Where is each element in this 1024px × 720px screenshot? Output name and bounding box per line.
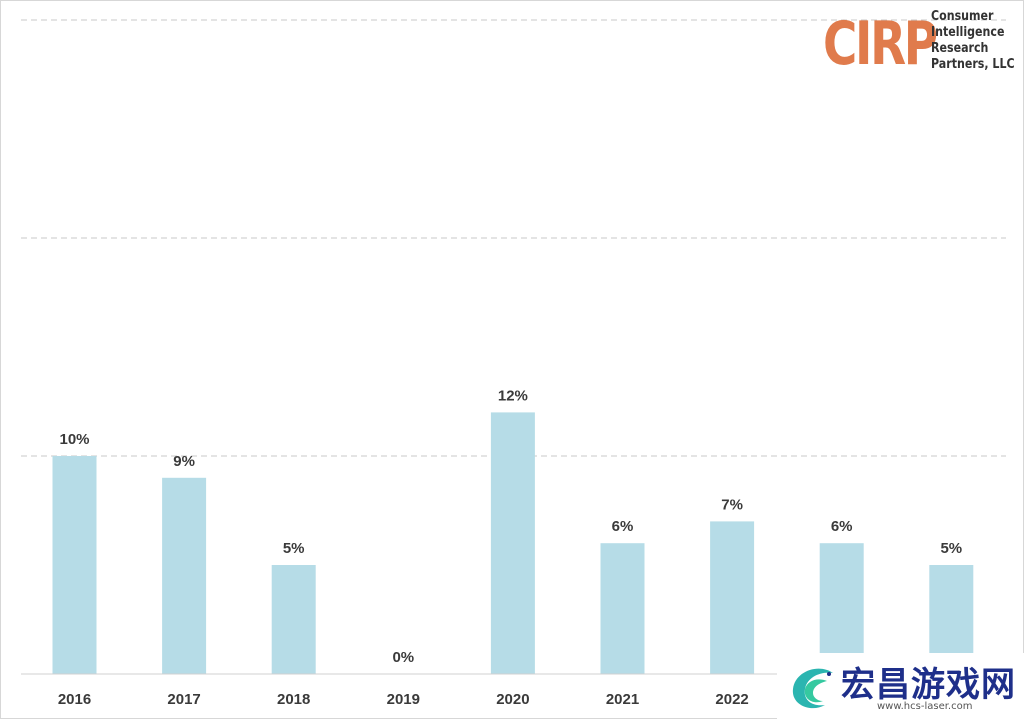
value-label-2023: 6%	[831, 518, 853, 535]
tick-label-2018: 2018	[277, 691, 310, 708]
tick-label-2017: 2017	[167, 691, 200, 708]
cirp-logo-mark: CIRP	[823, 9, 938, 79]
value-label-2024: 5%	[940, 540, 962, 557]
tick-label-2019: 2019	[387, 691, 420, 708]
bar-2021	[600, 543, 645, 674]
logo-line: Research	[931, 41, 989, 56]
logo-line: Intelligence	[931, 25, 1005, 40]
tick-label-2021: 2021	[606, 691, 639, 708]
bar-2020	[490, 412, 535, 674]
watermark-url: www.hcs-laser.com	[877, 701, 973, 712]
x-tick-labels: 2016 2017 2018 2019 2020 2021 2022	[58, 691, 749, 708]
value-label-2017: 9%	[173, 453, 195, 470]
tick-label-2022: 2022	[715, 691, 748, 708]
watermark-title: 宏昌游戏网	[841, 665, 1016, 705]
tick-label-2016: 2016	[58, 691, 91, 708]
value-label-2021: 6%	[612, 518, 634, 535]
watermark-overlay: 宏昌游戏网 www.hcs-laser.com	[777, 653, 1024, 720]
value-label-2020: 12%	[498, 387, 528, 404]
dragon-emblem-icon	[792, 668, 833, 709]
cirp-logo: CIRP Consumer Intelligence Research Part…	[823, 7, 1019, 85]
bar-2017	[162, 477, 207, 674]
value-label-2019: 0%	[392, 649, 414, 666]
value-label-2016: 10%	[59, 431, 89, 448]
bar-2016	[52, 456, 97, 674]
bar-2023	[819, 543, 864, 674]
value-label-2022: 7%	[721, 496, 743, 513]
logo-line: Consumer	[931, 9, 994, 24]
value-labels: 10% 9% 5% 0% 12% 6% 7% 6% 5%	[59, 387, 962, 666]
bar-2022	[710, 521, 755, 674]
bars	[52, 412, 974, 674]
tick-label-2020: 2020	[496, 691, 529, 708]
value-label-2018: 5%	[283, 540, 305, 557]
logo-line: Partners, LLC	[931, 57, 1015, 72]
bar-2018	[271, 565, 316, 674]
cirp-logo-text: Consumer Intelligence Research Partners,…	[931, 9, 1021, 73]
